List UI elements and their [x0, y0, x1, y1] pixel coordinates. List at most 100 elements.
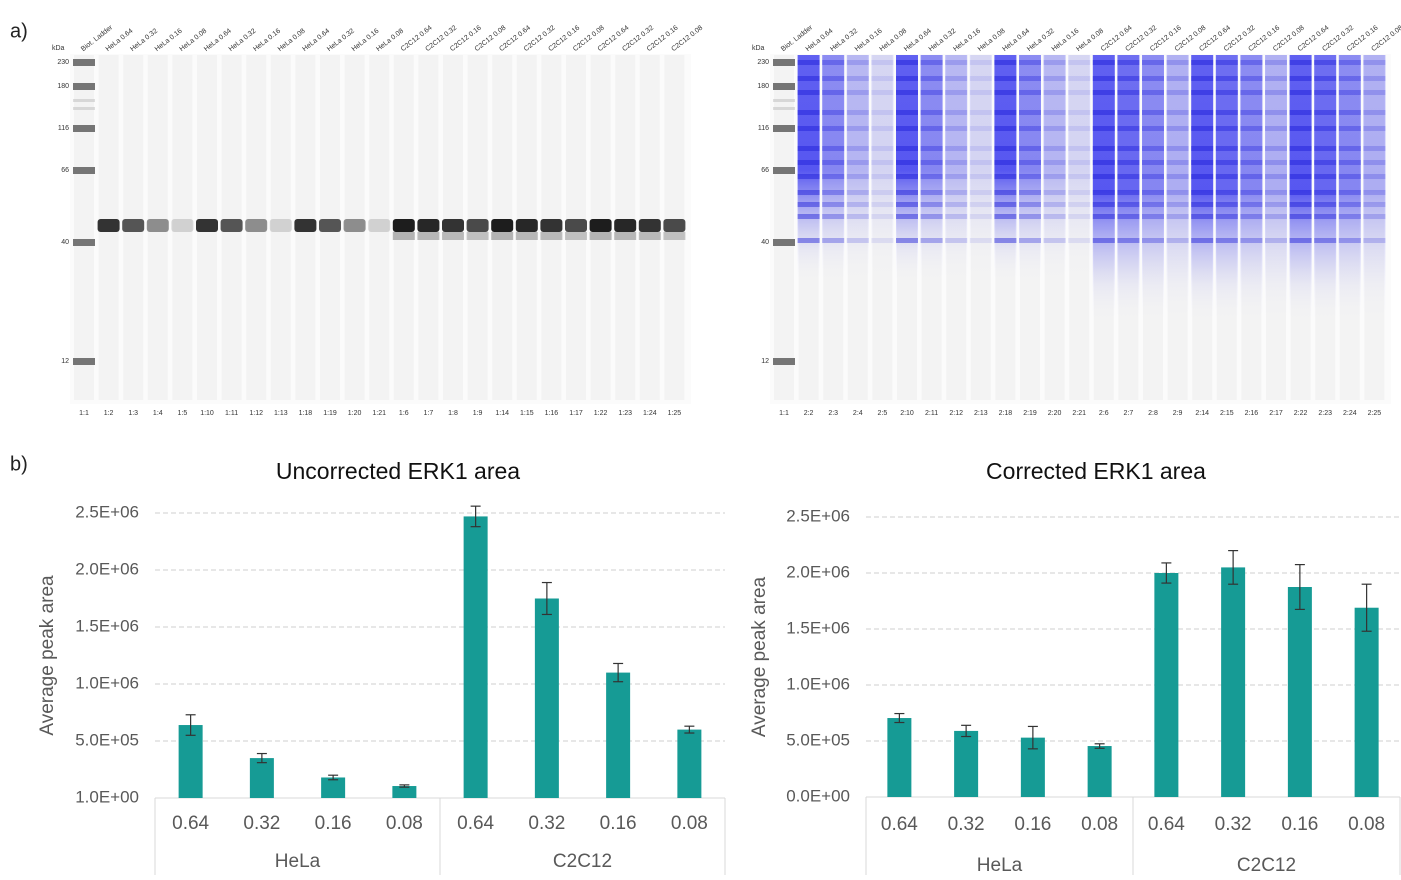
lane-band [1019, 126, 1041, 131]
lane-band [1290, 214, 1312, 219]
lane-band [1363, 76, 1385, 81]
lane-band [896, 90, 918, 95]
lane-band [1290, 126, 1312, 131]
lane-band [1044, 160, 1066, 165]
protein-smear [467, 232, 489, 240]
lane-band [1363, 126, 1385, 131]
lane-band [945, 238, 967, 243]
protein-band [171, 219, 193, 232]
lane-band [1044, 202, 1066, 207]
lane-band [1240, 190, 1262, 195]
lane-id: 1:22 [594, 410, 608, 417]
lane-band [798, 238, 820, 243]
lane-band [921, 190, 943, 195]
x-tick-label: 0.16 [315, 813, 352, 834]
lane-band [1068, 146, 1090, 151]
lane-band [822, 174, 844, 179]
lane-band [871, 214, 893, 219]
lane-band [945, 60, 967, 65]
lane-band [1216, 60, 1238, 65]
lane-band [1167, 160, 1189, 165]
lane-band [1117, 202, 1139, 207]
lane-band [1068, 238, 1090, 243]
lane-band [1093, 238, 1115, 243]
lane-band [847, 76, 869, 81]
lane-band [1093, 76, 1115, 81]
y-tick-label: 2.0E+06 [786, 562, 850, 581]
bar [1154, 573, 1178, 797]
lane-smear [1019, 55, 1041, 285]
lane-band [847, 202, 869, 207]
lane-band [921, 76, 943, 81]
lane-band [1191, 146, 1213, 151]
lane-band [1265, 126, 1287, 131]
lane-band [1290, 238, 1312, 243]
lane-band [921, 202, 943, 207]
lane-band [970, 146, 992, 151]
lane-band [1265, 190, 1287, 195]
lane-band [896, 76, 918, 81]
group-label: C2C12 [553, 851, 612, 872]
lane-id: 2:12 [949, 410, 963, 417]
lane-band [1044, 238, 1066, 243]
ladder-band [773, 83, 795, 90]
lane-id: 2:11 [925, 410, 938, 417]
lane-band [1093, 190, 1115, 195]
lane-band [1314, 90, 1336, 95]
bar [1288, 587, 1312, 797]
bar [1088, 746, 1112, 797]
lane-id: 2:13 [974, 410, 988, 417]
lane-band [1142, 110, 1164, 115]
lane-band [1142, 202, 1164, 207]
lane-band [994, 238, 1016, 243]
lane-band [1142, 238, 1164, 243]
lane-band [896, 202, 918, 207]
lane-band [994, 214, 1016, 219]
lane-band [896, 238, 918, 243]
lane-band [1314, 110, 1336, 115]
lane-band [970, 60, 992, 65]
lane-band [1240, 238, 1262, 243]
lane-band [1068, 202, 1090, 207]
lane-band [1216, 76, 1238, 81]
lane-band [798, 214, 820, 219]
lane-band [970, 238, 992, 243]
lane-band [921, 60, 943, 65]
lane-band [847, 174, 869, 179]
lane-band [1363, 110, 1385, 115]
protein-smear [565, 232, 587, 240]
ladder-band [773, 125, 795, 132]
lane-band [1363, 238, 1385, 243]
lane-id: 1:6 [399, 410, 409, 417]
lane-id: 2:7 [1124, 410, 1134, 417]
lane-id: 1:21 [372, 410, 386, 417]
y-tick-label: 0.0E+00 [786, 786, 850, 805]
lane-id: 1:20 [348, 410, 362, 417]
lane-band [1191, 76, 1213, 81]
x-tick-label: 0.64 [881, 814, 918, 835]
bar-chart: Corrected ERK1 areaAverage peak area0.0E… [749, 458, 1400, 875]
lane-id: 2:17 [1269, 410, 1283, 417]
protein-band [516, 219, 538, 232]
lane-band [1044, 174, 1066, 179]
lane-band [1314, 76, 1336, 81]
lane-band [1044, 190, 1066, 195]
x-tick-label: 0.32 [243, 813, 280, 834]
lane-band [1339, 202, 1361, 207]
group-label: HeLa [275, 851, 321, 872]
lane-band [1339, 76, 1361, 81]
protein-band [590, 219, 612, 232]
lane-band [1290, 60, 1312, 65]
lane-band [1240, 146, 1262, 151]
lane-band [921, 146, 943, 151]
lane-band [1142, 214, 1164, 219]
lane-band [1068, 126, 1090, 131]
lane-band [1339, 174, 1361, 179]
lane-band [1191, 126, 1213, 131]
lane-band [798, 110, 820, 115]
lane-smear [921, 55, 943, 285]
lane-band [1044, 126, 1066, 131]
protein-band [663, 219, 685, 232]
y-tick-label: 2.5E+06 [75, 502, 139, 521]
